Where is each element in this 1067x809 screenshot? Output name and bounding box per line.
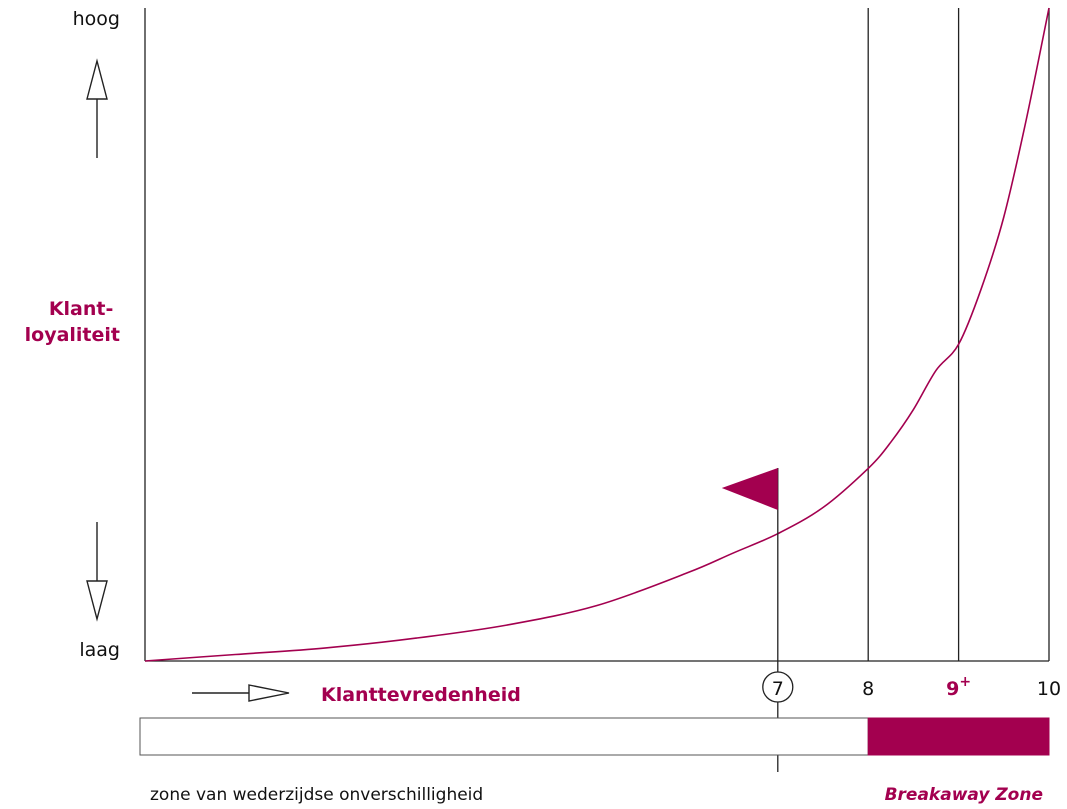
tick-label-8: 8 xyxy=(862,678,874,700)
reference-lines xyxy=(867,8,1050,661)
loyalty-curve xyxy=(144,7,1050,662)
x-tick-labels: 7 8 9+ 10 xyxy=(762,671,1061,703)
y-axis-label: Klant- loyaliteit xyxy=(25,298,120,346)
tick-label-10: 10 xyxy=(1037,678,1061,700)
breakaway-zone-label: Breakaway Zone xyxy=(885,785,1043,805)
tick-superscript: + xyxy=(959,674,971,690)
zone-labels: zone van wederzijdse onverschilligheid Br… xyxy=(150,785,1043,805)
y-high-label: hoog xyxy=(73,8,120,30)
zone-bar xyxy=(139,717,1050,756)
y-axis-label-line-2: loyaliteit xyxy=(25,324,120,346)
x-axis-label: Klanttevredenheid xyxy=(321,684,521,706)
flag-icon xyxy=(721,468,778,510)
zone-segment-1 xyxy=(867,717,1050,756)
zone-segment-0 xyxy=(139,717,869,756)
up-arrow-icon xyxy=(86,58,108,158)
y-low-label: laag xyxy=(79,639,120,661)
tick-label-7: 7 xyxy=(772,678,784,700)
right-arrow-icon xyxy=(192,684,290,702)
indifference-zone-label: zone van wederzijdse onverschilligheid xyxy=(150,785,483,805)
y-axis-label-line-1: Klant- xyxy=(49,298,114,320)
tick-label-9: 9+ xyxy=(946,674,971,700)
tick-circle-7 xyxy=(762,671,794,703)
down-arrow-icon xyxy=(86,522,108,622)
